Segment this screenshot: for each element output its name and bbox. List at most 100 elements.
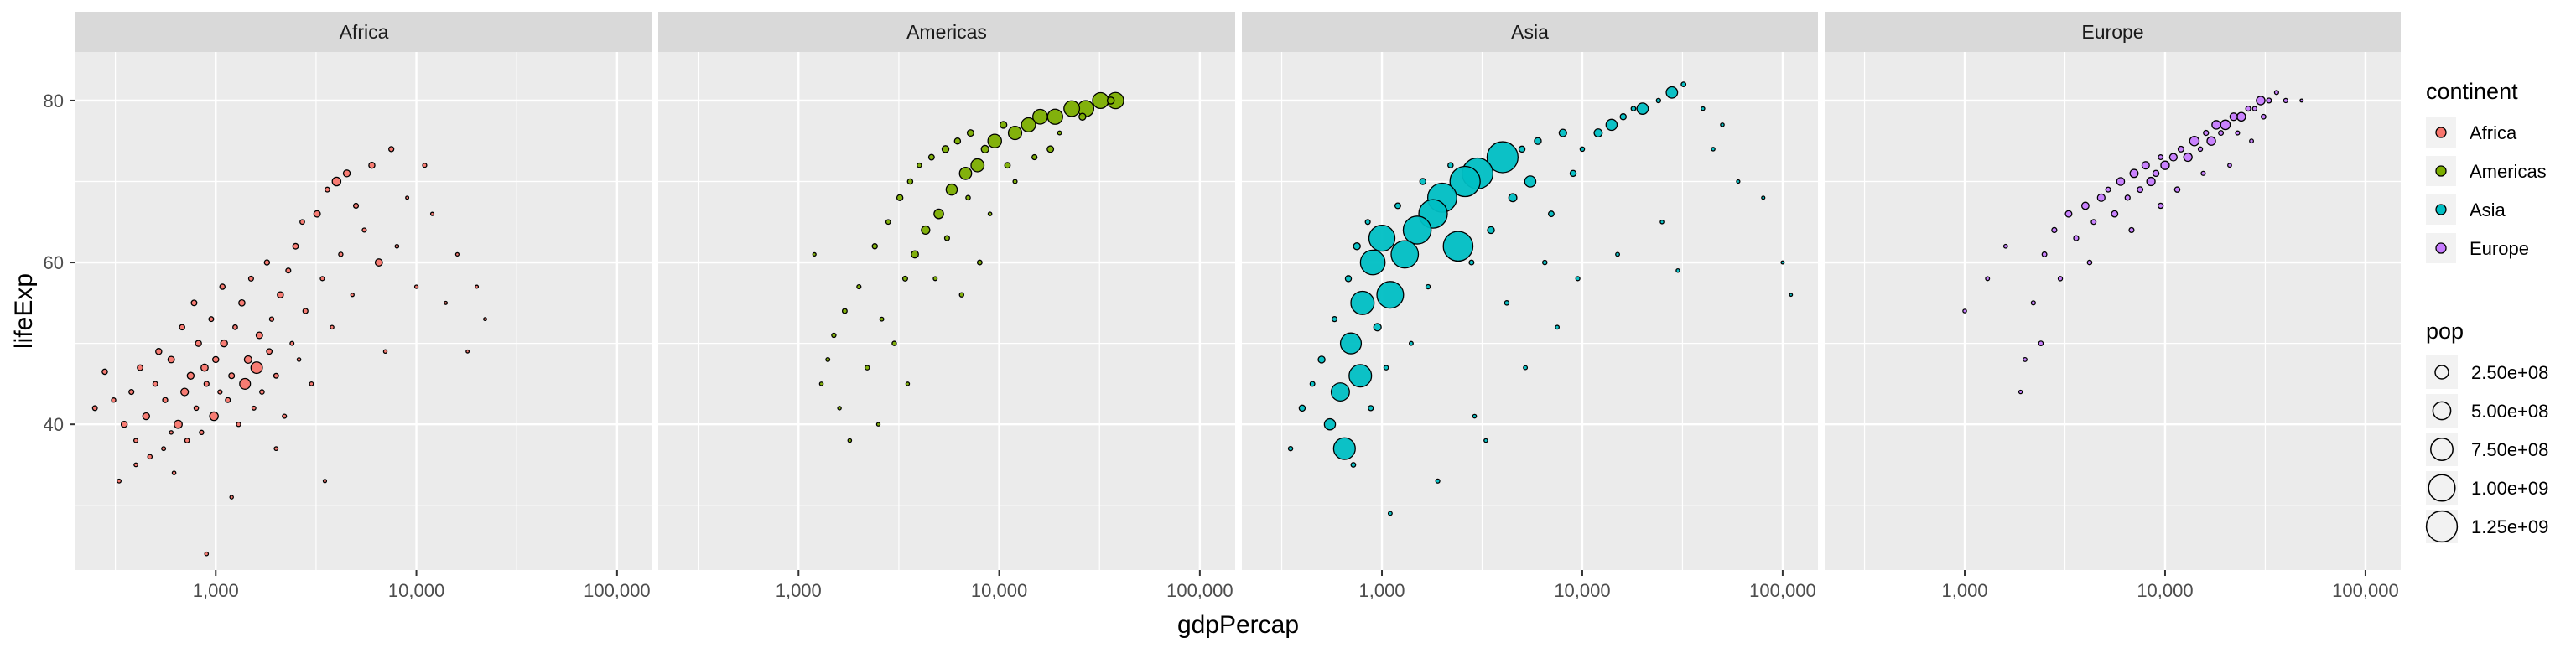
data-point	[209, 411, 219, 422]
data-point	[1442, 231, 1474, 262]
data-point	[161, 446, 167, 452]
data-point	[1317, 355, 1326, 364]
legend-key-bg	[2426, 394, 2458, 428]
data-point	[111, 397, 117, 403]
facet-strip	[658, 12, 1235, 52]
data-point	[2157, 202, 2164, 210]
data-point	[1558, 128, 1567, 137]
legend-color-label: Asia	[2470, 200, 2506, 220]
panel-background	[1825, 52, 2401, 570]
data-point	[1555, 324, 1561, 330]
data-point	[2022, 356, 2028, 362]
data-point	[142, 412, 150, 421]
data-point	[1630, 106, 1637, 111]
data-point	[933, 208, 944, 220]
data-point	[184, 438, 190, 443]
data-point	[906, 178, 914, 185]
data-point	[1353, 242, 1361, 251]
data-point	[352, 202, 360, 210]
x-tick-label: 1,000	[1941, 580, 1987, 601]
data-point	[1348, 364, 1373, 388]
legend-size-title: pop	[2426, 319, 2464, 344]
data-point	[152, 381, 158, 387]
data-point	[465, 349, 470, 354]
facet-strip-label: Africa	[340, 21, 389, 43]
data-point	[225, 397, 231, 403]
x-tick-label: 100,000	[1749, 580, 1816, 601]
x-axis-title: gdpPercap	[1177, 611, 1299, 639]
data-point	[186, 371, 195, 380]
data-point	[1383, 365, 1389, 371]
data-point	[1447, 162, 1454, 168]
data-point	[91, 405, 98, 412]
data-point	[374, 258, 383, 267]
data-point	[1032, 108, 1048, 125]
data-point	[879, 316, 885, 322]
data-point	[1547, 210, 1555, 218]
data-point	[1004, 162, 1011, 169]
x-tick-label: 100,000	[2332, 580, 2399, 601]
data-point	[179, 324, 185, 331]
legend-color-swatch	[2435, 165, 2447, 177]
data-point	[2211, 120, 2221, 130]
data-point	[921, 225, 931, 236]
data-point	[193, 405, 200, 412]
data-point	[1078, 112, 1087, 121]
data-point	[2220, 119, 2231, 131]
data-point	[1350, 462, 1357, 468]
x-tick-label: 100,000	[584, 580, 651, 601]
data-point	[388, 146, 395, 153]
data-point	[2129, 168, 2139, 179]
data-point	[1012, 179, 1018, 184]
data-point	[1387, 511, 1393, 516]
data-point	[1298, 404, 1306, 412]
data-point	[1680, 81, 1687, 88]
data-point	[180, 387, 190, 397]
data-point	[1575, 276, 1581, 282]
legend-size-swatch	[2428, 474, 2456, 502]
data-point	[856, 283, 862, 290]
y-tick-label: 40	[44, 414, 64, 435]
data-point	[1331, 316, 1338, 323]
data-point	[2057, 276, 2064, 282]
legend-size-label: 5.00e+08	[2471, 401, 2548, 422]
data-point	[259, 389, 265, 395]
data-point	[999, 121, 1008, 129]
data-point	[932, 276, 938, 282]
data-point	[1569, 169, 1577, 178]
data-point	[1435, 478, 1441, 484]
data-point	[2086, 259, 2093, 266]
data-point	[1364, 219, 1371, 226]
data-point	[2080, 201, 2090, 210]
facet-strip-label: Asia	[1511, 21, 1549, 43]
data-point	[217, 389, 223, 395]
data-point	[905, 381, 911, 386]
data-point	[2197, 146, 2204, 153]
data-point	[966, 129, 974, 137]
data-point	[875, 422, 881, 427]
data-point	[871, 243, 878, 250]
data-point	[117, 478, 122, 484]
data-point	[1359, 249, 1386, 276]
data-point	[2002, 243, 2008, 249]
data-point	[1063, 100, 1081, 117]
y-tick-label: 60	[44, 252, 64, 273]
data-point	[1780, 260, 1785, 265]
data-point	[2111, 210, 2119, 218]
data-point	[2236, 111, 2246, 122]
data-point	[263, 259, 271, 266]
data-point	[885, 219, 891, 226]
data-point	[1425, 283, 1431, 290]
facet-panel-africa: Africa 1,000 10,000 100,000	[75, 12, 652, 601]
data-point	[1031, 153, 1038, 161]
data-point	[2090, 219, 2097, 226]
data-point	[2283, 97, 2288, 104]
legend-color-label: Americas	[2470, 161, 2547, 182]
legend-size-label: 1.25e+09	[2471, 516, 2548, 537]
data-point	[382, 349, 388, 355]
data-point	[331, 176, 342, 187]
data-point	[1449, 165, 1481, 198]
data-point	[943, 235, 950, 241]
data-point	[289, 340, 295, 346]
